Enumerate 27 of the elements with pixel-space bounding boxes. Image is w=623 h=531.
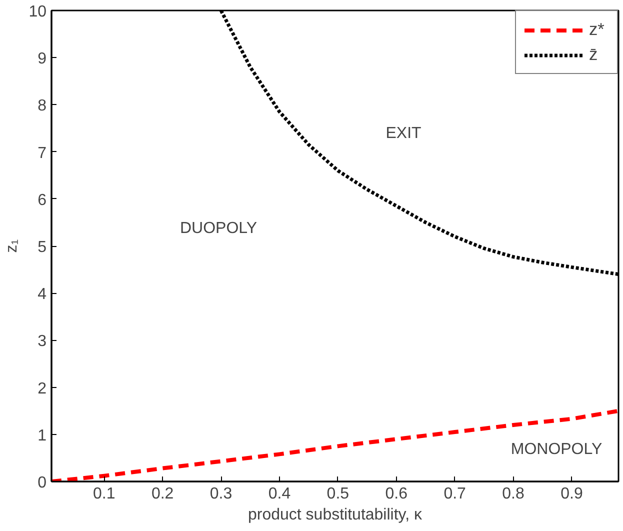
y-tick-label: 8 [38,98,47,115]
annotation: DUOPOLY [180,220,258,237]
x-tick-label: 0.9 [560,486,583,502]
x-tick-label: 0.3 [210,486,232,502]
x-tick-label: 0.1 [92,486,116,502]
annotation: EXIT [386,125,422,142]
x-tick-label: 0.4 [268,486,291,502]
x-tick-label: 0.8 [502,486,525,502]
y-tick-label: 2 [38,380,47,398]
annotation: MONOPOLY [510,441,602,458]
y-axis-title: z₁ [4,239,21,253]
y-tick-label: 10 [28,4,47,20]
y-tick-label: 0 [38,474,47,492]
y-tick-label: 5 [38,239,47,256]
legend-label: z* [589,19,606,40]
x-tick-label: 0.7 [444,486,466,502]
y-tick-label: 6 [38,192,47,209]
x-tick-label: 0.6 [385,486,408,502]
y-tick-label: 7 [38,144,47,162]
x-tick-label: 0.2 [151,486,174,502]
y-tick-label: 3 [38,333,47,350]
legend-label: z̄ [589,44,599,65]
y-tick-label: 9 [38,50,47,68]
y-tick-label: 4 [38,286,47,304]
x-tick-label: 0.5 [326,486,350,502]
y-tick-label: 1 [38,427,47,444]
x-axis-title: product substitutability, κ [248,506,424,524]
